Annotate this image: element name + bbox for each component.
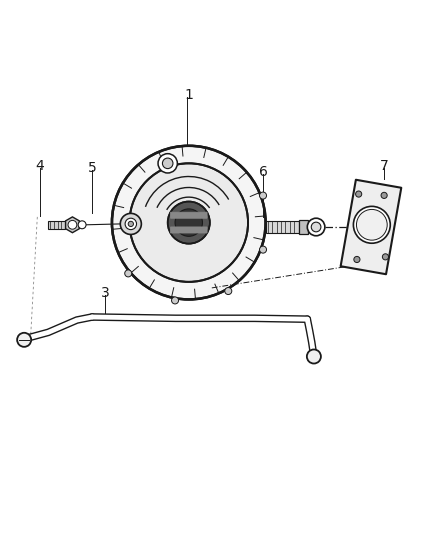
Text: 7: 7: [379, 158, 388, 173]
Bar: [265, 221, 298, 233]
Bar: [298, 220, 307, 235]
Circle shape: [129, 163, 247, 282]
Circle shape: [311, 222, 320, 232]
Circle shape: [158, 154, 177, 173]
Circle shape: [78, 221, 86, 229]
Circle shape: [124, 270, 131, 277]
Circle shape: [112, 146, 265, 300]
Circle shape: [355, 191, 361, 197]
FancyBboxPatch shape: [170, 227, 207, 233]
Circle shape: [381, 254, 388, 260]
Text: 1: 1: [184, 88, 193, 102]
Bar: [48, 221, 64, 229]
Circle shape: [17, 333, 31, 347]
Circle shape: [353, 206, 389, 243]
Polygon shape: [340, 180, 400, 274]
Circle shape: [162, 158, 173, 168]
Text: 5: 5: [88, 161, 96, 175]
Circle shape: [128, 221, 133, 227]
Text: 3: 3: [101, 286, 110, 300]
Circle shape: [175, 209, 202, 236]
Circle shape: [224, 287, 231, 295]
Text: 6: 6: [258, 165, 267, 179]
Circle shape: [356, 209, 386, 240]
Circle shape: [380, 192, 386, 198]
Text: 4: 4: [35, 158, 44, 173]
Circle shape: [259, 192, 266, 199]
Circle shape: [171, 297, 178, 304]
Circle shape: [306, 350, 320, 364]
Circle shape: [120, 213, 141, 235]
FancyBboxPatch shape: [170, 212, 207, 219]
Circle shape: [68, 221, 77, 229]
Polygon shape: [65, 217, 79, 233]
Circle shape: [307, 218, 324, 236]
Circle shape: [125, 218, 136, 230]
Circle shape: [259, 246, 266, 253]
Circle shape: [167, 201, 209, 244]
Circle shape: [353, 256, 359, 263]
